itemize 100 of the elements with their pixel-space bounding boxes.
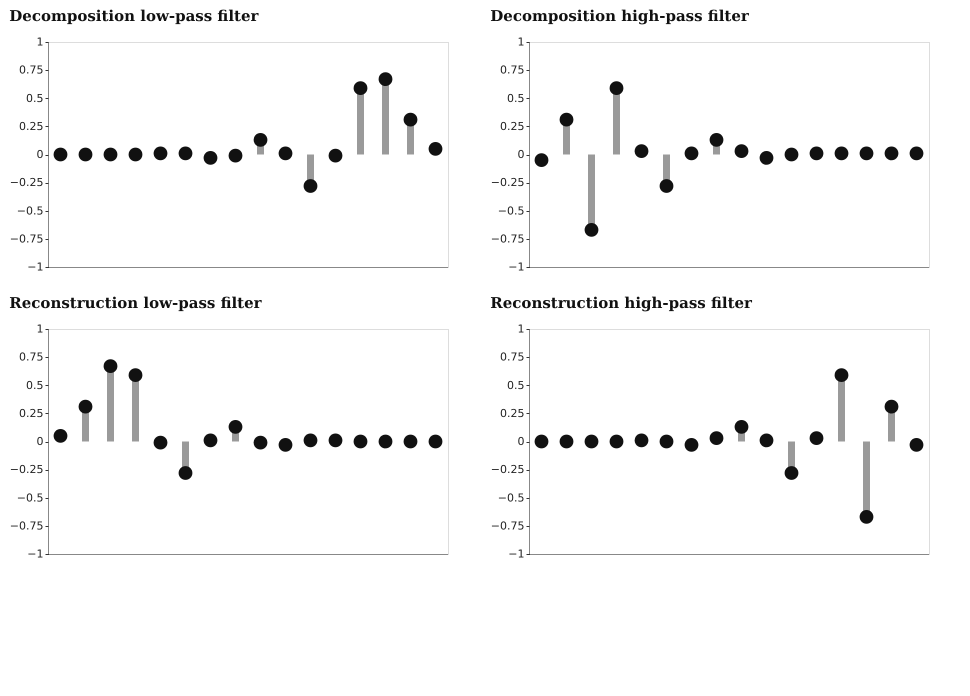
y-tick-label: −0.25 (10, 463, 44, 476)
point (734, 420, 748, 434)
point (634, 433, 648, 448)
point (834, 146, 848, 160)
point (784, 148, 798, 162)
y-tick-label: −1 (27, 548, 44, 560)
point (660, 434, 674, 448)
point (278, 146, 292, 160)
point (428, 142, 442, 156)
point (404, 112, 418, 127)
y-tick-label: 0.5 (26, 92, 44, 105)
point (834, 368, 848, 382)
y-tick-label: 0 (518, 148, 524, 161)
y-tick-label: 0.25 (500, 120, 524, 133)
point (560, 434, 574, 448)
point (734, 144, 748, 158)
point (304, 433, 318, 448)
point (710, 431, 724, 446)
y-tick-label: −0.75 (10, 232, 44, 246)
point (354, 434, 368, 448)
y-tick-label: −1 (508, 260, 524, 274)
point (178, 466, 192, 480)
point (78, 400, 92, 414)
point (328, 433, 342, 448)
y-tick-label: −0.25 (10, 176, 44, 190)
point (378, 72, 392, 86)
point (660, 179, 674, 193)
y-tick-label: 0.25 (19, 406, 44, 420)
chart-title: Decomposition high-pass filter (490, 7, 750, 25)
y-tick-label: 1 (518, 36, 524, 48)
point (128, 368, 142, 382)
y-tick-label: −0.5 (498, 491, 524, 504)
point (534, 153, 548, 168)
point (204, 433, 218, 448)
y-tick-label: −0.5 (16, 491, 44, 504)
y-tick-label: 0.5 (26, 378, 44, 392)
point (584, 434, 598, 448)
y-tick-label: −0.75 (490, 232, 524, 246)
point (378, 434, 392, 448)
y-tick-label: 0.25 (500, 406, 524, 420)
point (634, 144, 648, 158)
y-tick-label: −0.25 (490, 176, 524, 190)
point (428, 434, 442, 448)
y-tick-label: −0.75 (10, 519, 44, 532)
point (104, 148, 118, 162)
y-tick-label: 0.5 (507, 92, 524, 105)
point (254, 132, 268, 147)
y-tick-label: 0 (518, 435, 524, 448)
point (784, 466, 798, 480)
point (78, 148, 92, 162)
point (354, 81, 368, 96)
point (54, 148, 68, 162)
point (684, 146, 698, 160)
y-tick-label: −1 (27, 260, 44, 274)
point (254, 436, 268, 450)
point (534, 434, 548, 448)
chart-title: Decomposition low-pass filter (9, 7, 260, 25)
point (810, 146, 824, 160)
y-tick-label: 0 (36, 148, 44, 161)
point (860, 510, 874, 524)
y-tick-label: 0.75 (19, 350, 44, 364)
point (154, 436, 168, 450)
chart-title: Reconstruction high-pass filter (490, 294, 754, 312)
point (560, 112, 574, 127)
point (128, 148, 142, 162)
point (154, 146, 168, 160)
y-tick-label: 0.5 (507, 378, 524, 392)
y-tick-label: −0.75 (490, 519, 524, 532)
point (54, 428, 68, 443)
point (404, 434, 418, 448)
y-tick-label: 0 (36, 435, 44, 448)
y-tick-label: −0.5 (16, 204, 44, 218)
point (304, 179, 318, 193)
y-tick-label: 1 (36, 36, 44, 48)
point (710, 132, 724, 147)
point (884, 146, 898, 160)
y-tick-label: 0.25 (19, 120, 44, 133)
point (178, 146, 192, 160)
y-tick-label: 1 (36, 322, 44, 336)
y-tick-label: −1 (508, 548, 524, 560)
point (104, 359, 118, 374)
y-tick-label: 0.75 (500, 64, 524, 77)
point (328, 148, 342, 163)
y-tick-label: 0.75 (500, 350, 524, 364)
point (610, 434, 624, 448)
point (278, 438, 292, 452)
chart-title: Reconstruction low-pass filter (9, 294, 263, 312)
point (860, 146, 874, 160)
point (684, 438, 698, 452)
point (760, 150, 774, 165)
point (910, 438, 924, 452)
y-tick-label: 1 (518, 322, 524, 336)
y-tick-label: 0.75 (19, 64, 44, 77)
point (228, 420, 242, 434)
point (610, 81, 624, 96)
point (584, 222, 598, 237)
point (204, 150, 218, 165)
point (910, 146, 924, 160)
point (228, 148, 242, 163)
point (810, 431, 824, 446)
